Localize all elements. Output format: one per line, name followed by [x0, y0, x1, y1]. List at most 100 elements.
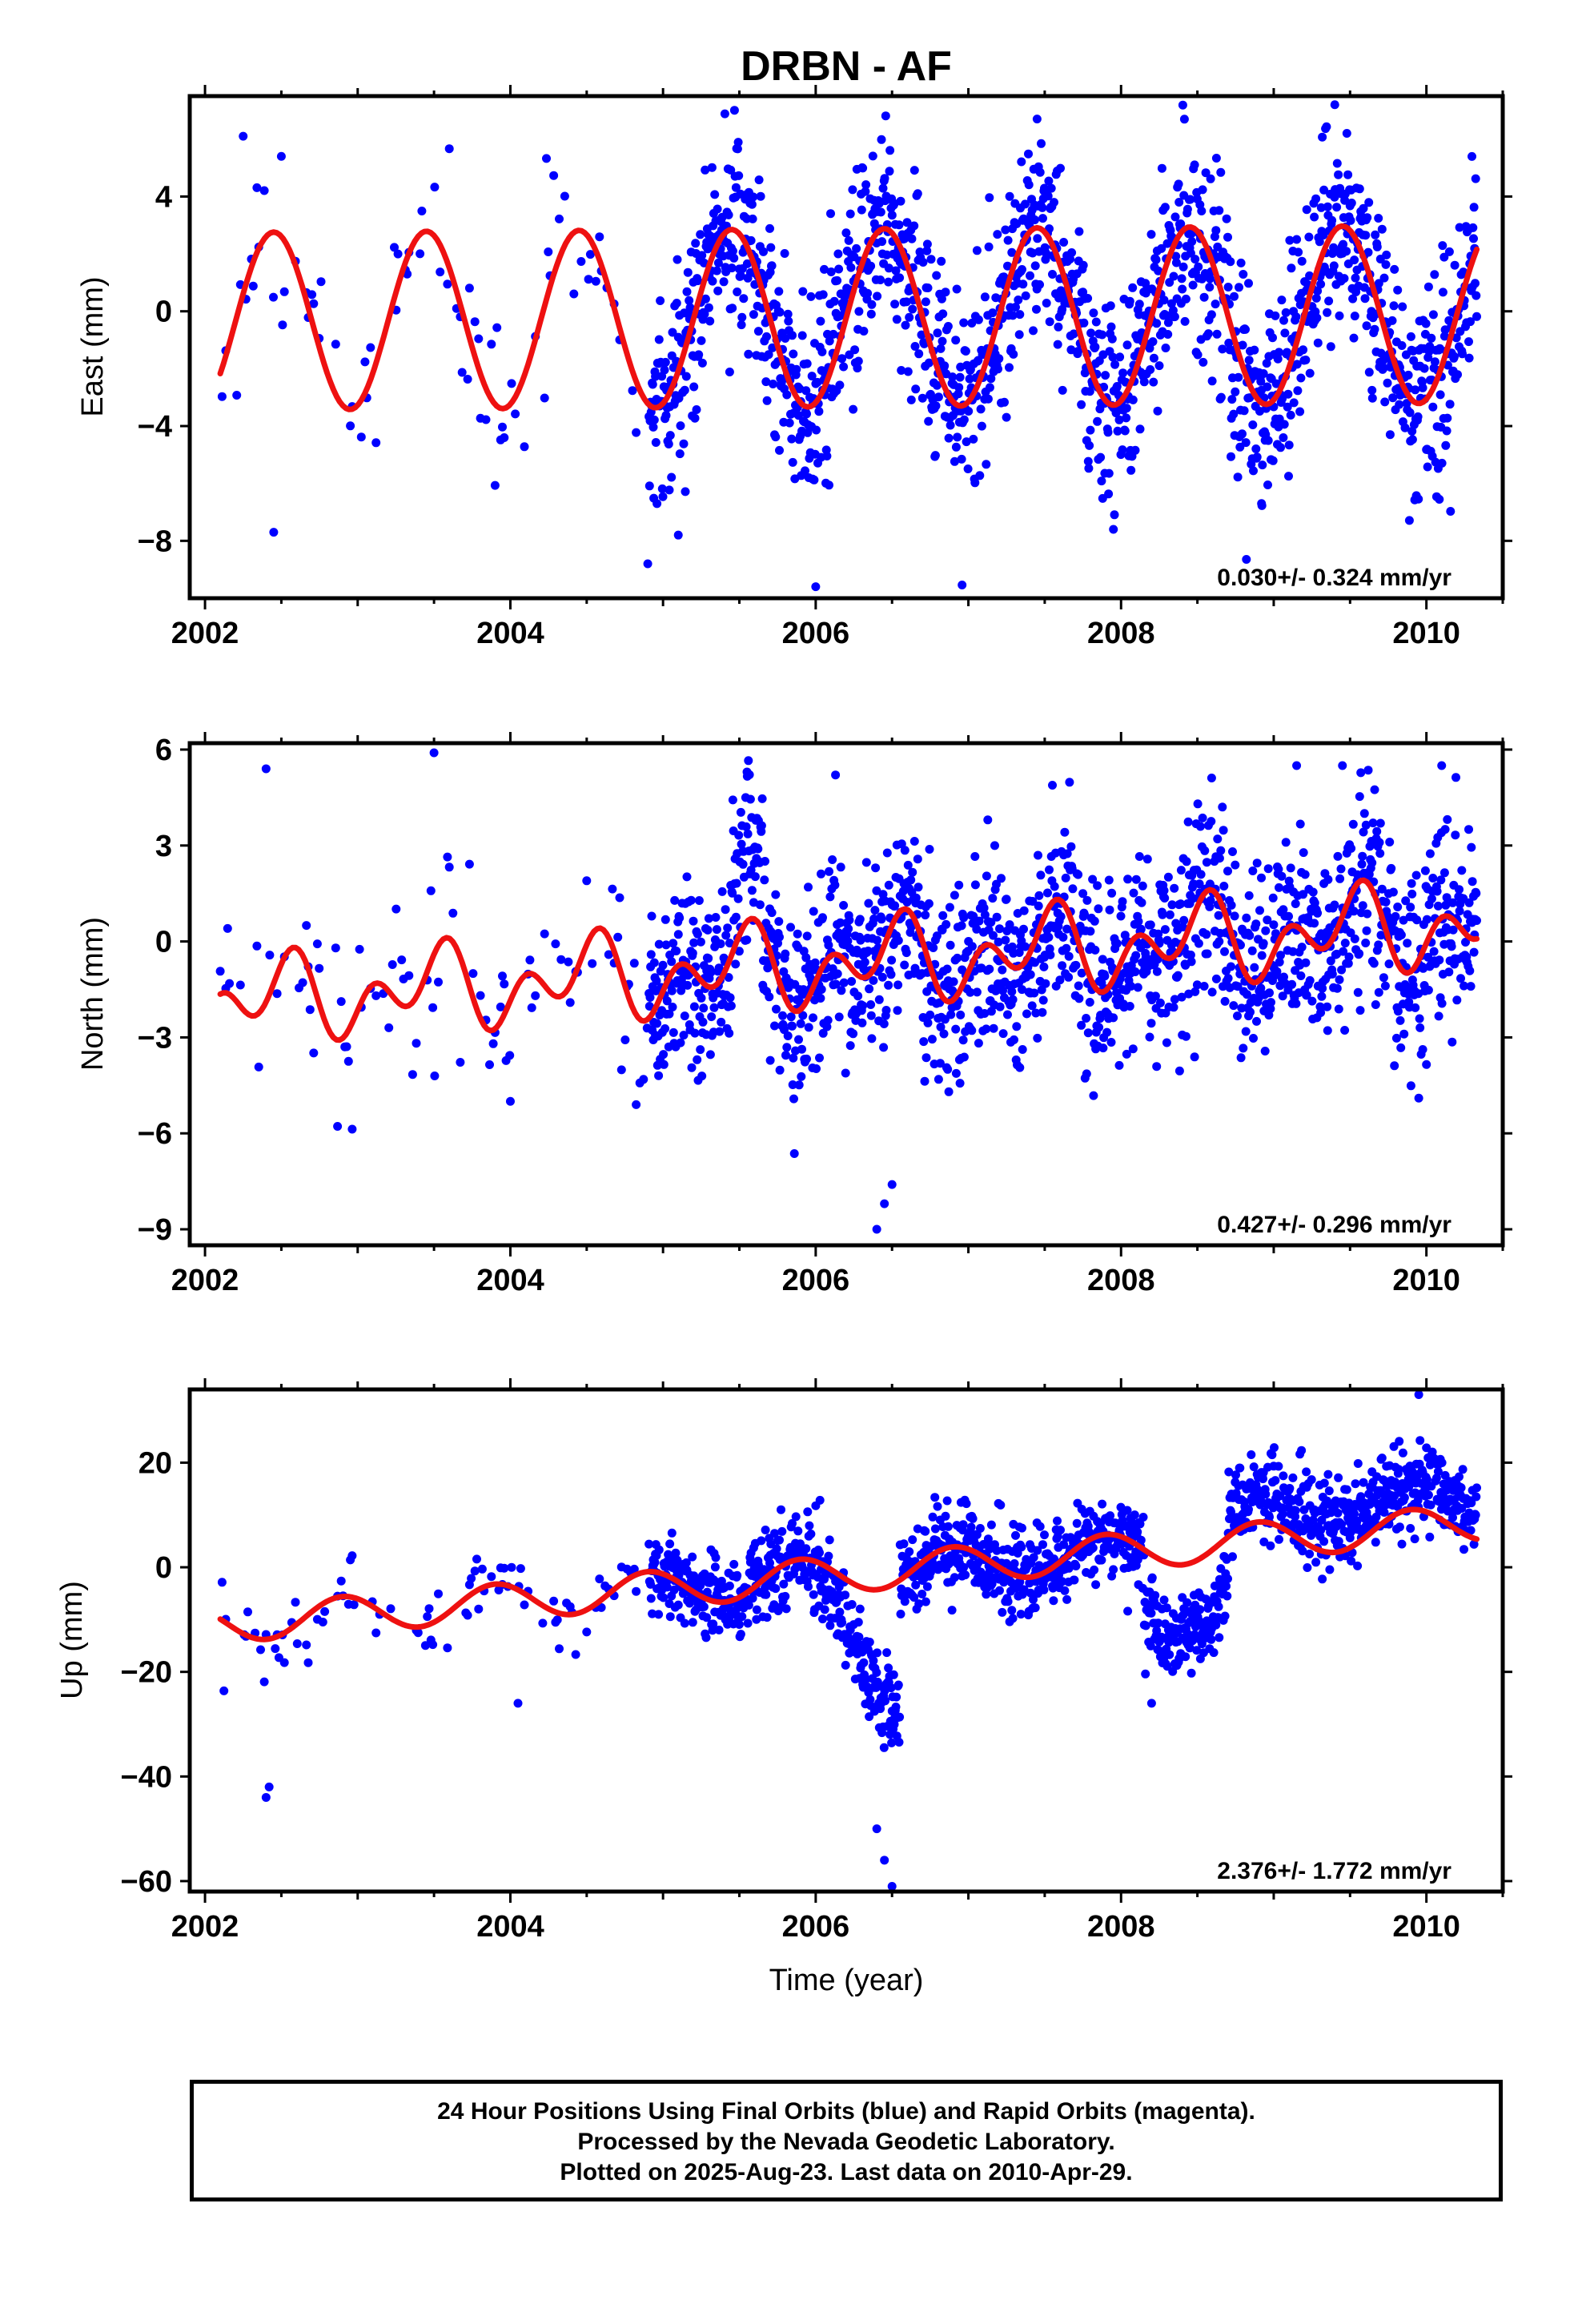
east-data-point: [1024, 149, 1033, 159]
east-data-point: [713, 258, 723, 267]
up-data-point: [474, 1604, 484, 1614]
north-data-point: [1093, 881, 1102, 891]
east-data-point: [366, 343, 375, 352]
north-data-point: [1165, 910, 1174, 919]
east-data-point: [1190, 160, 1199, 170]
north-data-point: [1190, 1052, 1199, 1062]
up-data-point: [729, 1559, 739, 1569]
up-data-point: [1003, 1597, 1013, 1606]
east-data-point: [820, 264, 829, 274]
north-data-point: [1071, 960, 1081, 970]
east-data-point: [754, 175, 764, 185]
up-data-point: [710, 1562, 720, 1572]
east-data-point: [720, 109, 729, 119]
up-data-point: [303, 1658, 313, 1667]
north-data-point: [909, 837, 919, 846]
east-data-point: [852, 243, 861, 253]
east-data-point: [882, 250, 892, 259]
east-data-point: [1453, 370, 1462, 380]
east-data-point: [1340, 195, 1350, 205]
east-data-point: [555, 214, 564, 223]
north-data-point: [1407, 889, 1417, 899]
north-data-point: [1269, 920, 1279, 930]
north-data-point: [1297, 943, 1307, 952]
up-data-point: [1195, 1605, 1205, 1614]
north-data-point: [1379, 973, 1388, 983]
east-data-point: [713, 286, 723, 296]
north-data-point: [670, 895, 680, 905]
north-data-point: [847, 977, 857, 986]
up-data-point: [256, 1645, 265, 1655]
north-data-point: [1038, 995, 1048, 1005]
north-data-point: [223, 923, 232, 933]
east-data-point: [1383, 378, 1392, 388]
east-data-point: [1066, 345, 1076, 355]
east-data-point: [1177, 274, 1186, 283]
north-data-point: [1291, 899, 1300, 908]
north-data-point: [654, 1071, 664, 1080]
north-data-point: [1439, 868, 1449, 878]
north-data-point: [689, 938, 699, 947]
east-data-point: [841, 228, 851, 238]
north-data-point: [525, 955, 535, 965]
east-fit-line: [217, 223, 1480, 412]
up-data-point: [872, 1668, 881, 1677]
north-data-point: [983, 815, 993, 825]
north-data-point: [613, 932, 623, 942]
north-data-point: [1440, 825, 1450, 834]
east-data-point: [914, 349, 924, 359]
east-data-point: [951, 336, 961, 345]
north-data-point: [1034, 850, 1042, 860]
north-data-point: [1407, 879, 1416, 888]
east-data-point: [1342, 247, 1351, 256]
north-data-point: [936, 1022, 946, 1031]
east-data-point: [1315, 237, 1324, 247]
up-data-point: [1377, 1454, 1387, 1463]
east-data-point: [1364, 368, 1374, 377]
north-data-point: [920, 1076, 930, 1086]
east-data-point: [926, 255, 936, 264]
east-data-point: [1361, 231, 1371, 240]
east-data-point: [767, 261, 777, 271]
north-data-point: [1370, 785, 1379, 794]
north-data-point: [893, 1006, 902, 1015]
east-data-point: [1395, 400, 1404, 409]
east-data-point: [951, 442, 961, 452]
north-data-point: [886, 970, 896, 979]
north-rate-label: 0.427+/- 0.296 mm/yr: [1217, 1212, 1452, 1238]
up-data-point: [777, 1526, 787, 1536]
east-data-point: [703, 244, 713, 254]
east-data-point: [1021, 291, 1030, 300]
east-data-point: [1452, 333, 1461, 343]
north-data-point: [714, 963, 724, 973]
east-data-point: [811, 582, 821, 592]
east-data-point: [885, 146, 895, 155]
east-data-point: [664, 440, 673, 448]
up-data-point: [1247, 1450, 1256, 1459]
east-data-point: [1423, 282, 1433, 292]
north-data-point: [778, 1011, 787, 1020]
north-data-point: [215, 967, 225, 976]
up-data-point: [1271, 1476, 1280, 1486]
north-data-point: [1250, 963, 1259, 972]
east-data-point: [1174, 179, 1183, 189]
east-data-point: [809, 475, 819, 485]
north-data-point: [1428, 874, 1438, 883]
north-data-point: [1021, 942, 1030, 951]
east-data-point: [1174, 198, 1184, 207]
up-data-point: [1222, 1582, 1231, 1591]
up-data-point: [941, 1511, 950, 1521]
east-data-point: [1112, 382, 1122, 391]
up-data-point: [881, 1696, 890, 1706]
up-data-point: [791, 1512, 801, 1522]
east-data-point: [661, 357, 670, 367]
north-data-point: [1334, 1004, 1343, 1014]
north-ytick-label: 6: [155, 734, 172, 767]
up-data-point: [1311, 1558, 1321, 1567]
north-data-point: [1299, 848, 1308, 858]
north-data-point: [707, 1012, 717, 1022]
north-data-point: [1301, 958, 1311, 967]
north-data-point: [1347, 843, 1356, 853]
up-data-point: [1395, 1437, 1404, 1446]
up-data-point: [711, 1553, 721, 1562]
